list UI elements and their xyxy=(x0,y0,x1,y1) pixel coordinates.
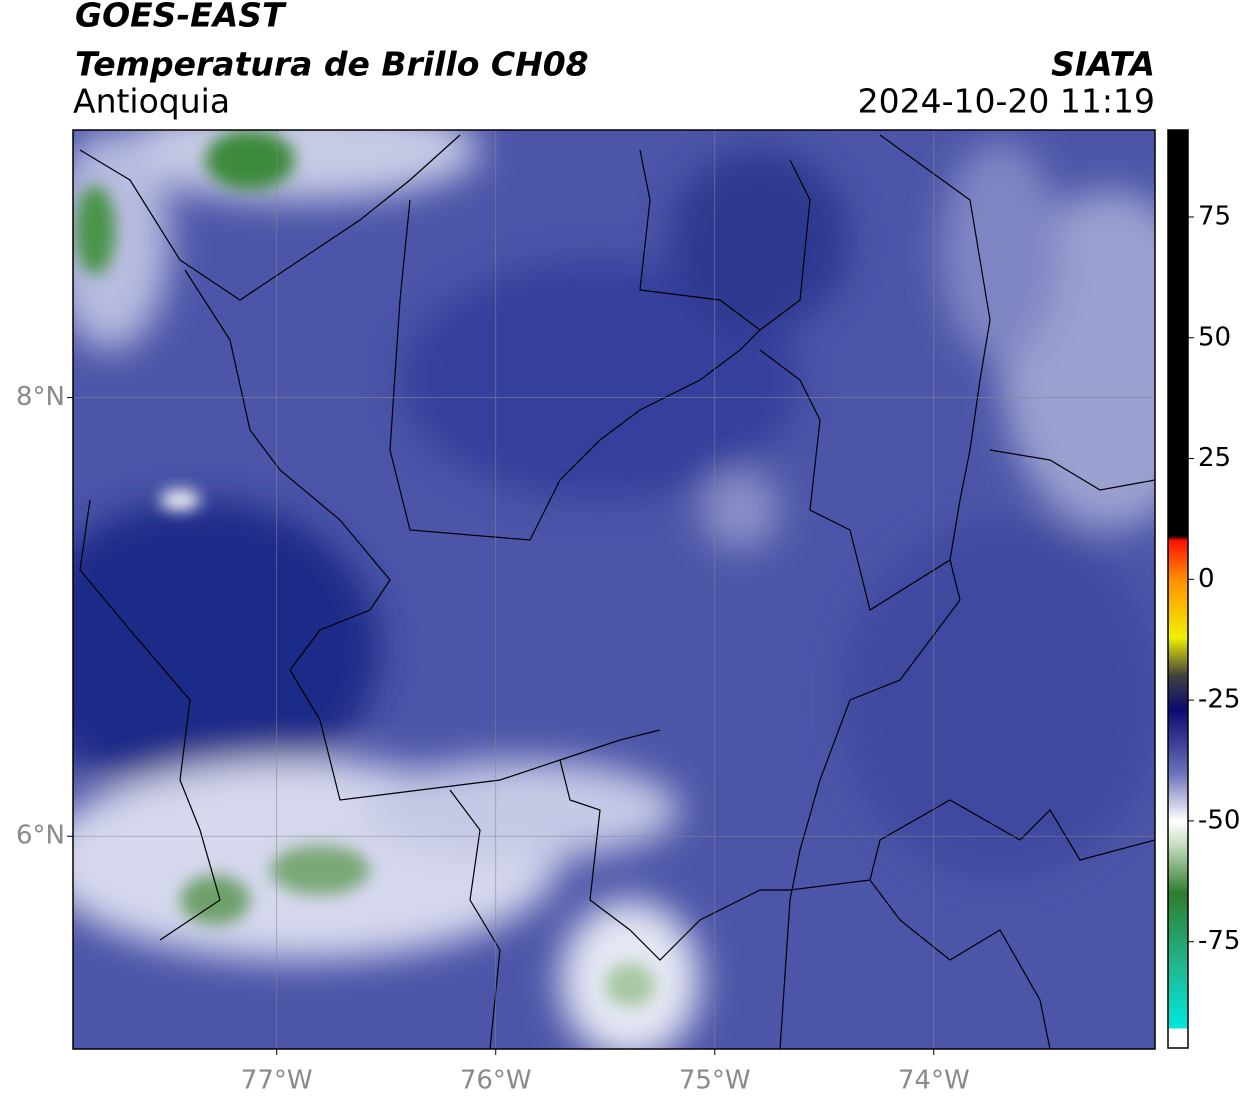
subtitle: Temperatura de Brillo CH08 xyxy=(75,45,589,84)
y-tick-label: 6°N xyxy=(16,821,65,851)
region: Antioquia xyxy=(73,82,230,121)
colorbar-tick-label: -25 xyxy=(1198,685,1240,715)
y-tick-label: 8°N xyxy=(16,382,65,412)
colorbar-tick-label: 25 xyxy=(1198,443,1231,473)
datetime: 2024-10-20 11:19 xyxy=(858,82,1155,121)
map-image xyxy=(73,130,1155,1049)
colorbar-tick-label: 50 xyxy=(1198,322,1231,352)
x-tick-label: 77°W xyxy=(241,1066,313,1096)
x-tick-label: 75°W xyxy=(679,1066,751,1096)
x-tick-label: 76°W xyxy=(460,1066,532,1096)
colorbar-tick-label: 0 xyxy=(1198,564,1215,594)
title: GOES-EAST xyxy=(75,0,287,35)
colorbar-tick-label: 75 xyxy=(1198,201,1231,231)
source: SIATA xyxy=(1051,45,1155,84)
grid xyxy=(73,130,1155,1049)
x-tick-label: 74°W xyxy=(898,1066,970,1096)
colorbar-tick-label: -50 xyxy=(1198,805,1240,835)
colorbar-tick-label: -75 xyxy=(1198,926,1240,956)
colorbar xyxy=(1167,129,1189,1049)
map-frame xyxy=(72,129,1156,1050)
